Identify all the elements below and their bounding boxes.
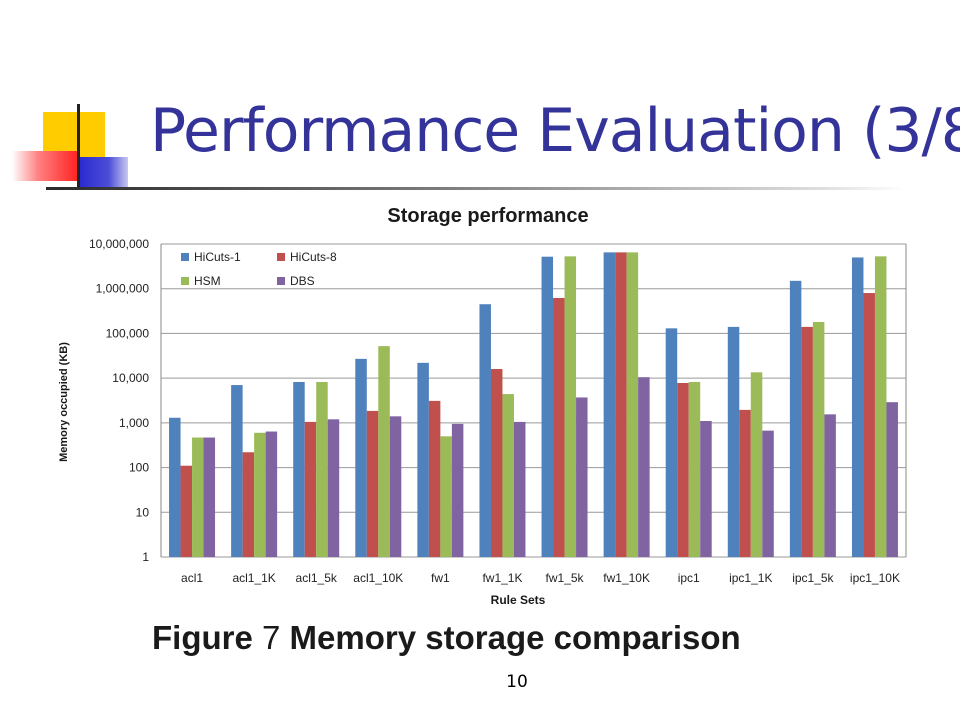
x-tick-label: acl1_5k (296, 571, 338, 585)
bar-hicuts-8-acl1-5k (304, 421, 317, 557)
x-tick-label: fw1_10K (603, 571, 650, 585)
bar-hicuts-1-ipc1-5k (789, 280, 802, 557)
bar-hicuts-8-acl1-10k (366, 410, 379, 557)
chart-title: Storage performance (387, 205, 588, 227)
bar-hicuts-8-fw1-10k (615, 252, 627, 557)
bar-hicuts-1-ipc1-1k (727, 326, 740, 557)
bar-dbs-ipc1-10k (886, 402, 898, 557)
bar-hsm-ipc1-1k (750, 372, 763, 557)
bar-hicuts-8-ipc1 (677, 382, 689, 557)
bar-hicuts-1-ipc1-10k (851, 257, 864, 557)
bar-hsm-fw1 (440, 436, 452, 557)
y-tick-label: 1,000,000 (96, 282, 150, 296)
bar-dbs-fw1-10k (638, 377, 650, 557)
bar-hicuts-1-fw1-5k (541, 256, 554, 557)
bar-hsm-fw1-5k (564, 256, 577, 557)
bar-hsm-ipc1 (688, 381, 701, 557)
y-axis-label: Memory occupied (KB) (58, 342, 70, 462)
y-tick-label: 10 (136, 505, 150, 519)
legend-swatch (277, 253, 285, 261)
bar-dbs-fw1 (451, 423, 464, 557)
legend-swatch (181, 277, 189, 285)
x-tick-label: ipc1_10K (850, 571, 900, 585)
y-axis-ticks: 1 10 100 1,000 10,000 100,000 1,000,000 10,000,… (89, 237, 149, 564)
bar-hicuts-8-ipc1-1k (739, 409, 751, 557)
bar-hsm-ipc1-10k (874, 256, 887, 557)
x-tick-label: acl1_10K (353, 571, 403, 585)
bar-hsm-fw1-1k (502, 394, 514, 557)
x-tick-label: fw1_5k (546, 571, 585, 585)
legend-swatch (181, 253, 189, 261)
bar-hsm-acl1-5k (316, 381, 328, 557)
deco-red-bar (12, 151, 78, 181)
bar-dbs-ipc1-1k (762, 430, 774, 557)
figure-caption: Figure 7 Memory storage comparison (152, 619, 741, 657)
storage-performance-chart: Storage performance 1 10 100 1,000 10,000 100… (58, 205, 907, 607)
chart-gridlines (160, 243, 907, 558)
bar-hsm-acl1-1k (254, 432, 266, 557)
y-tick-label: 10,000 (112, 371, 149, 385)
bar-hicuts-8-ipc1-10k (863, 293, 875, 557)
bar-dbs-fw1-5k (576, 397, 588, 557)
legend-label: DBS (290, 274, 315, 288)
x-axis-label: Rule Sets (491, 593, 546, 607)
y-tick-label: 100,000 (106, 326, 150, 340)
x-tick-label: acl1_1K (232, 571, 275, 585)
bar-hicuts-1-fw1-1k (479, 304, 491, 557)
x-tick-label: fw1 (431, 571, 450, 585)
chart-bars (169, 252, 898, 557)
bar-hicuts-1-fw1-10k (603, 252, 616, 557)
bar-hsm-acl1-10k (378, 346, 390, 557)
bar-hicuts-1-acl1-1k (231, 385, 243, 557)
bar-dbs-acl1 (203, 437, 216, 557)
bar-dbs-acl1-10k (389, 416, 402, 557)
deco-blue-square (80, 157, 128, 190)
bar-hicuts-8-acl1 (180, 465, 193, 557)
x-tick-label: acl1 (181, 571, 203, 585)
legend-label: HSM (194, 274, 221, 288)
x-tick-label: ipc1 (678, 571, 700, 585)
bar-dbs-ipc1 (700, 421, 712, 557)
x-tick-label: ipc1_5k (792, 571, 834, 585)
caption-text: Memory storage comparison (289, 619, 741, 656)
bar-hicuts-8-ipc1-5k (801, 326, 813, 557)
x-tick-label: fw1_1K (482, 571, 522, 585)
bar-dbs-acl1-1k (265, 431, 278, 557)
legend-label: HiCuts-1 (194, 250, 241, 264)
y-tick-label: 10,000,000 (89, 237, 149, 251)
x-tick-label: ipc1_1K (729, 571, 772, 585)
bar-hsm-acl1 (192, 437, 204, 557)
bar-hicuts-8-fw1 (428, 400, 441, 557)
caption-number: 7 (262, 619, 281, 656)
slide-title: Performance Evaluation (3/8) (150, 96, 960, 166)
bar-dbs-acl1-5k (327, 419, 340, 557)
deco-vertical-line (77, 104, 80, 190)
caption-prefix: Figure (152, 619, 253, 656)
bar-hicuts-1-acl1 (169, 417, 181, 557)
bar-dbs-fw1-1k (513, 421, 526, 557)
y-tick-label: 1,000 (119, 416, 149, 430)
y-tick-label: 1 (142, 550, 149, 564)
bar-hicuts-1-ipc1 (665, 328, 678, 557)
bar-dbs-ipc1-5k (824, 414, 836, 557)
page-number: 10 (506, 672, 528, 692)
bar-hicuts-1-acl1-5k (293, 381, 305, 557)
legend-swatch (277, 277, 285, 285)
y-tick-label: 100 (129, 461, 149, 475)
chart-legend: HiCuts-1 HiCuts-8 HSM DBS (181, 250, 337, 288)
bar-hsm-fw1-10k (626, 252, 639, 557)
bar-hicuts-8-fw1-1k (490, 369, 503, 557)
title-underline (46, 187, 906, 190)
bar-hicuts-8-fw1-5k (553, 297, 565, 557)
bar-hicuts-8-acl1-1k (242, 452, 255, 557)
bar-hicuts-1-acl1-10k (355, 358, 367, 557)
legend-label: HiCuts-8 (290, 250, 337, 264)
bar-hsm-ipc1-5k (812, 322, 825, 557)
bar-hicuts-1-fw1 (417, 362, 429, 557)
x-axis-ticks: acl1 acl1_1K acl1_5k acl1_10K fw1 fw1_1K fw1_5… (181, 571, 900, 585)
